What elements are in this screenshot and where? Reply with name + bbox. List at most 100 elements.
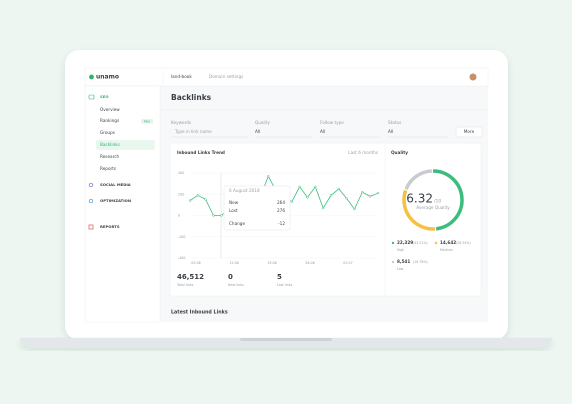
quality-caption: Average Quality [416,205,450,210]
trend-point [212,214,215,217]
stat-label: Lost links [277,283,293,287]
quality-max: /10 [434,199,441,205]
legend-count: 14,642 [440,240,456,245]
quality-score: 6.32 [406,192,433,206]
tooltip-date: 6 August 2018 [229,188,260,193]
x-tick-label: 26.06 [305,261,314,265]
x-tick-label: 03.07 [343,261,352,265]
trend-point [361,190,364,194]
filter-value[interactable]: All [388,129,393,134]
filter-value[interactable]: All [320,129,325,134]
filter-value[interactable]: Type in link name [174,129,212,134]
stat-label: New links [228,283,244,287]
tooltip-label: Lost [229,208,238,213]
trend-point [369,195,372,198]
y-tick-label: 400 [178,171,184,175]
trend-point [376,192,380,195]
laptop-base [20,338,552,348]
nav-section[interactable]: REPORTS [100,224,120,229]
trend-point [314,185,317,188]
page-title: Backlinks [171,93,212,102]
avatar[interactable] [469,73,477,81]
legend-label: Low [397,267,404,271]
tooltip-value: 276 [277,208,285,213]
x-tick-label: 05.06 [191,261,200,265]
tooltip-label: Change [229,221,245,226]
latest-title: Latest Inbound Links [171,310,228,316]
legend-count: 8,541 [397,259,410,264]
y-tick-label: 200 [178,192,184,196]
trend-point [329,194,333,197]
laptop-notch [240,338,332,341]
domain-settings-link[interactable]: Domain settings [209,74,243,79]
trend-point [298,185,301,188]
trend-point [267,175,270,178]
trend-point [290,200,293,203]
pro-badge [141,119,153,124]
nav-section[interactable]: SEO [100,94,109,99]
nav-section[interactable]: OPTIMIZATION [100,198,131,203]
stat-label: Total links [176,283,194,287]
legend-share: (43.21%) [413,241,428,245]
legend-dot [391,241,395,245]
active-item-bg [96,140,155,150]
legend-dot [434,241,438,245]
tooltip-label: New [229,200,239,205]
x-tick-label: 12.06 [229,261,238,265]
trend-point [345,197,348,200]
trend-point [353,207,356,211]
nav-item[interactable]: Research [100,154,120,159]
trend-point [220,214,223,217]
nav-item[interactable]: Reports [100,166,116,171]
project-selector[interactable]: land-book [171,74,192,79]
stat-value: 0 [228,273,233,281]
y-tick-label: -200 [178,235,185,239]
more-button-label[interactable]: More [464,129,475,134]
legend-dot [391,260,395,264]
legend-count: 22,329 [397,240,413,245]
trend-point [306,196,309,199]
sidebar [84,85,161,323]
quality-arc [404,169,433,191]
quality-arc [402,189,436,231]
y-tick-label: -400 [178,256,185,260]
legend-share: (28.34%) [456,241,471,245]
x-tick-label: 19.06 [267,261,276,265]
nav-item[interactable]: Overview [100,107,120,112]
legend-label: High [397,248,404,252]
stat-value: 46,512 [177,273,204,281]
quality-arc [432,169,464,231]
trend-point [337,187,340,191]
trend-point [196,194,199,197]
trend-card [169,142,482,297]
tooltip-value: 264 [277,200,285,205]
top-bar [84,67,489,87]
filter-label: Keywords [171,120,191,125]
filter-label: Status [388,120,401,125]
nav-item[interactable]: Groups [100,130,115,135]
filter-value[interactable]: All [255,129,260,134]
y-tick-label: 0 [178,214,180,218]
legend-share: (16.78%) [413,260,428,264]
trend-point [188,199,192,202]
stat-value: 5 [277,273,282,281]
trend-point [322,206,325,210]
more-button[interactable] [455,126,483,138]
tooltip-value: -12 [278,221,285,226]
trend-point [204,198,207,201]
tooltip [223,185,291,231]
filter-label: Follow type [320,120,344,125]
legend-label: Medium [440,248,453,252]
nav-item[interactable]: Backlinks [100,142,120,147]
quality-title: Quality [391,150,408,155]
pro-badge-text: PRO [144,119,151,123]
nav-item[interactable]: Rankings [100,118,119,123]
nav-section[interactable]: SOCIAL MEDIA [100,182,131,187]
filter-label: Quality [255,120,270,125]
logo-icon [89,74,94,80]
period-selector[interactable]: Last 6 months [348,150,378,155]
trend-title: Inbound Links Trend [177,150,225,155]
logo: unamo [96,74,119,81]
